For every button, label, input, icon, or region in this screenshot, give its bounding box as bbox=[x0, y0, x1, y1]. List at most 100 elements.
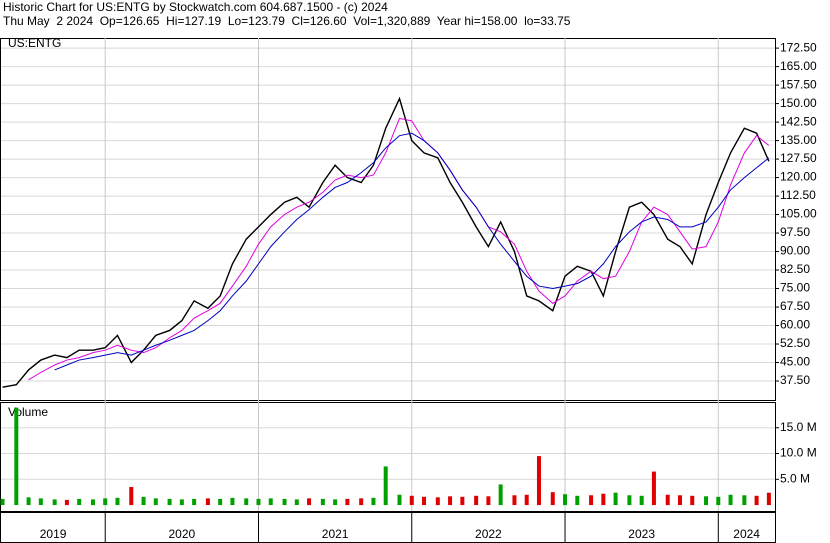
volume-bar bbox=[38, 498, 43, 506]
volume-bar bbox=[256, 498, 261, 506]
volume-bar bbox=[294, 499, 299, 506]
volume-bar bbox=[486, 496, 491, 506]
volume-bar bbox=[383, 466, 388, 506]
volume-bar bbox=[268, 498, 273, 506]
y-tick-label: 52.50 bbox=[780, 336, 810, 350]
y-tick-label: 150.00 bbox=[780, 96, 817, 110]
volume-bar bbox=[0, 498, 5, 506]
volume-bar bbox=[422, 496, 427, 506]
volume-bar bbox=[601, 493, 606, 506]
volume-bar bbox=[524, 494, 529, 506]
volume-bar bbox=[474, 495, 479, 506]
volume-bar bbox=[359, 498, 364, 506]
volume-bar bbox=[52, 499, 57, 506]
volume-bar bbox=[244, 498, 249, 506]
volume-label: Volume bbox=[8, 405, 48, 419]
volume-bar bbox=[575, 495, 580, 506]
volume-bar bbox=[639, 495, 644, 506]
volume-bar bbox=[704, 496, 709, 506]
volume-bar bbox=[77, 498, 82, 506]
volume-bar bbox=[589, 495, 594, 506]
volume-bar bbox=[409, 495, 414, 506]
symbol-label: US:ENTG bbox=[8, 36, 61, 50]
volume-bar bbox=[613, 492, 618, 506]
volume-bar bbox=[742, 495, 747, 506]
y-tick-label: 5.0 M bbox=[780, 471, 810, 485]
volume-bar bbox=[498, 484, 503, 506]
volume-bar bbox=[754, 495, 759, 506]
y-tick-label: 67.50 bbox=[780, 299, 810, 313]
volume-bar bbox=[192, 498, 197, 506]
y-tick-label: 157.50 bbox=[780, 77, 817, 91]
volume-bar bbox=[716, 496, 721, 506]
volume-bar bbox=[307, 498, 312, 506]
x-tick-label: 2022 bbox=[475, 527, 502, 541]
volume-bar bbox=[550, 492, 555, 506]
volume-bar bbox=[333, 499, 338, 506]
volume-bar bbox=[448, 496, 453, 506]
price-frame bbox=[0, 38, 776, 401]
header-line: Historic Chart for US:ENTG by Stockwatch… bbox=[3, 0, 388, 14]
y-tick-label: 135.00 bbox=[780, 133, 817, 147]
volume-bar bbox=[665, 494, 670, 506]
volume-bar bbox=[115, 497, 120, 506]
volume-bar bbox=[512, 495, 517, 506]
volume-bar bbox=[435, 497, 440, 506]
y-tick-label: 82.50 bbox=[780, 262, 810, 276]
y-tick-label: 45.00 bbox=[780, 355, 810, 369]
volume-bar bbox=[179, 499, 184, 506]
y-tick-label: 142.50 bbox=[780, 114, 817, 128]
volume-bar bbox=[766, 492, 771, 506]
volume-bar bbox=[536, 456, 541, 506]
y-tick-label: 15.0 M bbox=[780, 420, 817, 434]
volume-bar bbox=[371, 497, 376, 506]
x-tick-label: 2019 bbox=[40, 527, 67, 541]
price-line bbox=[2, 96, 770, 388]
volume-bar bbox=[103, 498, 108, 506]
y-tick-label: 112.50 bbox=[780, 188, 816, 202]
y-tick-label: 10.0 M bbox=[780, 446, 817, 460]
volume-bar bbox=[64, 499, 69, 506]
volume-bar bbox=[141, 496, 146, 506]
volume-bar bbox=[26, 497, 31, 506]
x-tick-label: 2024 bbox=[733, 527, 760, 541]
price-line bbox=[54, 132, 770, 371]
price-line bbox=[28, 117, 770, 381]
volume-bar bbox=[651, 471, 656, 506]
y-tick-label: 60.00 bbox=[780, 318, 810, 332]
volume-bar bbox=[90, 499, 95, 506]
y-tick-label: 97.50 bbox=[780, 225, 810, 239]
volume-bar bbox=[397, 494, 402, 506]
volume-bar bbox=[320, 498, 325, 506]
y-tick-label: 165.00 bbox=[780, 59, 817, 73]
volume-bar bbox=[677, 495, 682, 506]
y-tick-label: 75.00 bbox=[780, 281, 810, 295]
volume-bar bbox=[460, 496, 465, 506]
volume-bar bbox=[345, 498, 350, 506]
volume-bar bbox=[14, 407, 19, 506]
volume-frame bbox=[0, 402, 776, 512]
y-tick-label: 127.50 bbox=[780, 151, 817, 165]
volume-bar bbox=[627, 495, 632, 506]
y-tick-label: 172.50 bbox=[780, 40, 817, 54]
x-tick-label: 2023 bbox=[628, 527, 655, 541]
volume-bar bbox=[282, 498, 287, 506]
y-tick-label: 105.00 bbox=[780, 207, 817, 221]
x-tick-label: 2020 bbox=[169, 527, 196, 541]
volume-bar bbox=[728, 494, 733, 506]
x-tick-label: 2021 bbox=[322, 527, 349, 541]
volume-bar bbox=[563, 494, 568, 506]
volume-bar bbox=[690, 495, 695, 506]
volume-bar bbox=[167, 498, 172, 506]
y-tick-label: 37.50 bbox=[780, 373, 810, 387]
y-tick-label: 120.00 bbox=[780, 170, 817, 184]
header-line: Thu May 2 2024 Op=126.65 Hi=127.19 Lo=12… bbox=[3, 14, 571, 28]
volume-bar bbox=[205, 498, 210, 506]
y-tick-label: 90.00 bbox=[780, 244, 810, 258]
volume-bar bbox=[153, 498, 158, 506]
volume-bar bbox=[218, 498, 223, 506]
volume-bar bbox=[129, 487, 134, 506]
volume-bar bbox=[230, 497, 235, 506]
